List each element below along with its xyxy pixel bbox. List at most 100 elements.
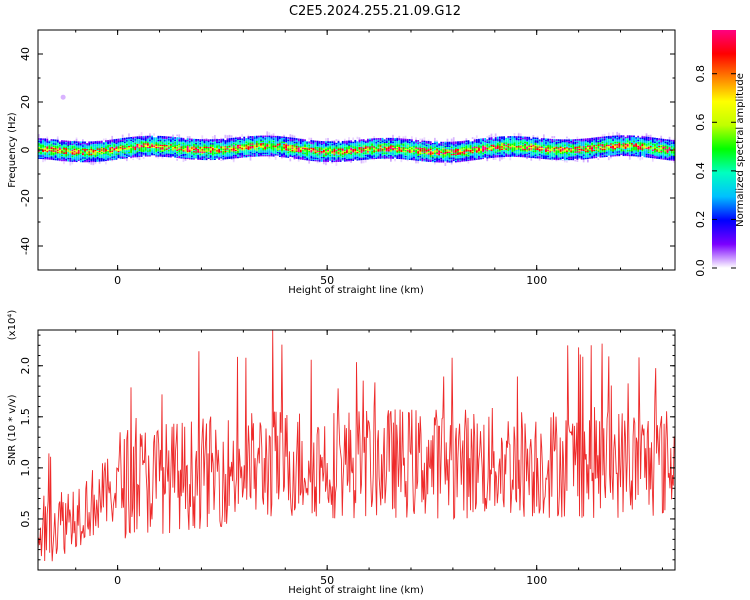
heatmap-cell xyxy=(366,142,369,144)
heatmap-cell xyxy=(146,152,149,155)
heatmap-cell xyxy=(348,148,350,151)
heatmap-cell xyxy=(98,148,101,150)
heatmap-cell xyxy=(492,138,495,140)
heatmap-cell xyxy=(239,152,241,155)
heatmap-cell xyxy=(436,148,438,151)
heatmap-cell xyxy=(528,148,531,151)
heatmap-cell xyxy=(463,146,466,149)
heatmap-cell xyxy=(509,137,512,139)
heatmap-cell xyxy=(471,139,474,142)
heatmap-cell xyxy=(174,153,177,156)
heatmap-cell xyxy=(262,139,265,141)
heatmap-cell xyxy=(438,153,441,156)
heatmap-cell xyxy=(44,152,47,155)
heatmap-cell xyxy=(224,134,227,138)
heatmap-cell xyxy=(383,145,386,147)
heatmap-cell xyxy=(396,142,399,145)
heatmap-cell xyxy=(205,152,208,155)
heatmap-cell xyxy=(54,157,57,160)
heatmap-cell xyxy=(115,152,118,154)
heatmap-cell xyxy=(431,149,434,152)
heatmap-cell xyxy=(350,154,353,157)
heatmap-cell xyxy=(82,149,84,152)
heatmap-cell xyxy=(253,139,256,142)
heatmap-cell xyxy=(465,159,468,162)
heatmap-cell xyxy=(176,134,178,137)
heatmap-cell xyxy=(144,149,147,151)
heatmap-cell xyxy=(377,142,380,145)
heatmap-cell xyxy=(360,151,363,153)
heatmap-cell xyxy=(440,154,443,157)
heatmap-cell xyxy=(549,156,552,159)
heatmap-cell xyxy=(457,159,459,161)
heatmap-cell xyxy=(547,144,549,147)
heatmap-cell xyxy=(547,145,549,148)
heatmap-cell xyxy=(454,153,457,156)
heatmap-cell xyxy=(157,135,160,138)
heatmap-cell xyxy=(446,146,449,149)
heatmap-cell xyxy=(519,148,522,150)
heatmap-cell xyxy=(312,141,315,144)
heatmap-cell xyxy=(511,154,514,156)
heatmap-cell xyxy=(346,159,348,162)
heatmap-cell xyxy=(268,155,271,159)
heatmap-cell xyxy=(82,153,84,156)
heatmap-cell xyxy=(82,143,84,146)
heatmap-cell xyxy=(186,149,189,151)
heatmap-cell xyxy=(431,150,434,153)
heatmap-cell xyxy=(75,144,78,147)
heatmap-cell xyxy=(360,148,363,151)
heatmap-cell xyxy=(287,156,290,158)
heatmap-cell xyxy=(484,148,487,151)
heatmap-cell xyxy=(379,145,382,147)
heatmap-cell xyxy=(121,150,124,152)
heatmap-cell xyxy=(58,154,61,156)
heatmap-cell xyxy=(385,149,388,152)
heatmap-cell xyxy=(494,138,497,140)
heatmap-cell xyxy=(88,155,91,158)
heatmap-cell xyxy=(262,151,265,153)
heatmap-cell xyxy=(172,139,174,141)
heatmap-cell xyxy=(190,154,193,156)
heatmap-cell xyxy=(429,154,432,157)
heatmap-cell xyxy=(329,154,332,157)
heatmap-cell xyxy=(266,136,269,139)
heatmap-cell xyxy=(369,151,371,154)
heatmap-cell xyxy=(130,153,132,156)
heatmap-cell xyxy=(364,144,367,147)
heatmap-cell xyxy=(167,138,170,141)
heatmap-cell xyxy=(431,152,434,154)
heatmap-cell xyxy=(438,141,441,144)
heatmap-cell xyxy=(398,138,401,140)
heatmap-cell xyxy=(429,155,432,158)
heatmap-cell xyxy=(341,140,344,143)
heatmap-cell xyxy=(172,144,174,146)
heatmap-cell xyxy=(486,140,489,142)
heatmap-cell xyxy=(526,145,529,147)
heatmap-cell xyxy=(350,149,353,152)
heatmap-cell xyxy=(551,156,554,159)
heatmap-cell xyxy=(100,159,103,162)
heatmap-cell xyxy=(528,140,531,143)
heatmap-cell xyxy=(308,143,311,146)
heatmap-cell xyxy=(419,153,422,156)
heatmap-cell xyxy=(467,149,470,152)
heatmap-cell xyxy=(482,145,485,148)
heatmap-cell xyxy=(50,152,53,154)
heatmap-cell xyxy=(239,145,241,148)
heatmap-cell xyxy=(350,157,353,159)
heatmap-cell xyxy=(461,160,464,162)
heatmap-cell xyxy=(94,156,97,159)
heatmap-cell xyxy=(272,154,275,157)
heatmap-cell xyxy=(84,159,86,162)
heatmap-cell xyxy=(532,154,535,156)
heatmap-cell xyxy=(144,135,147,138)
heatmap-cell xyxy=(274,150,277,152)
heatmap-cell xyxy=(117,143,120,145)
heatmap-cell xyxy=(423,143,426,145)
heatmap-cell xyxy=(161,150,164,153)
heatmap-cell xyxy=(226,150,229,152)
heatmap-cell xyxy=(260,154,262,157)
heatmap-cell xyxy=(526,155,529,158)
heatmap-cell xyxy=(542,151,545,154)
